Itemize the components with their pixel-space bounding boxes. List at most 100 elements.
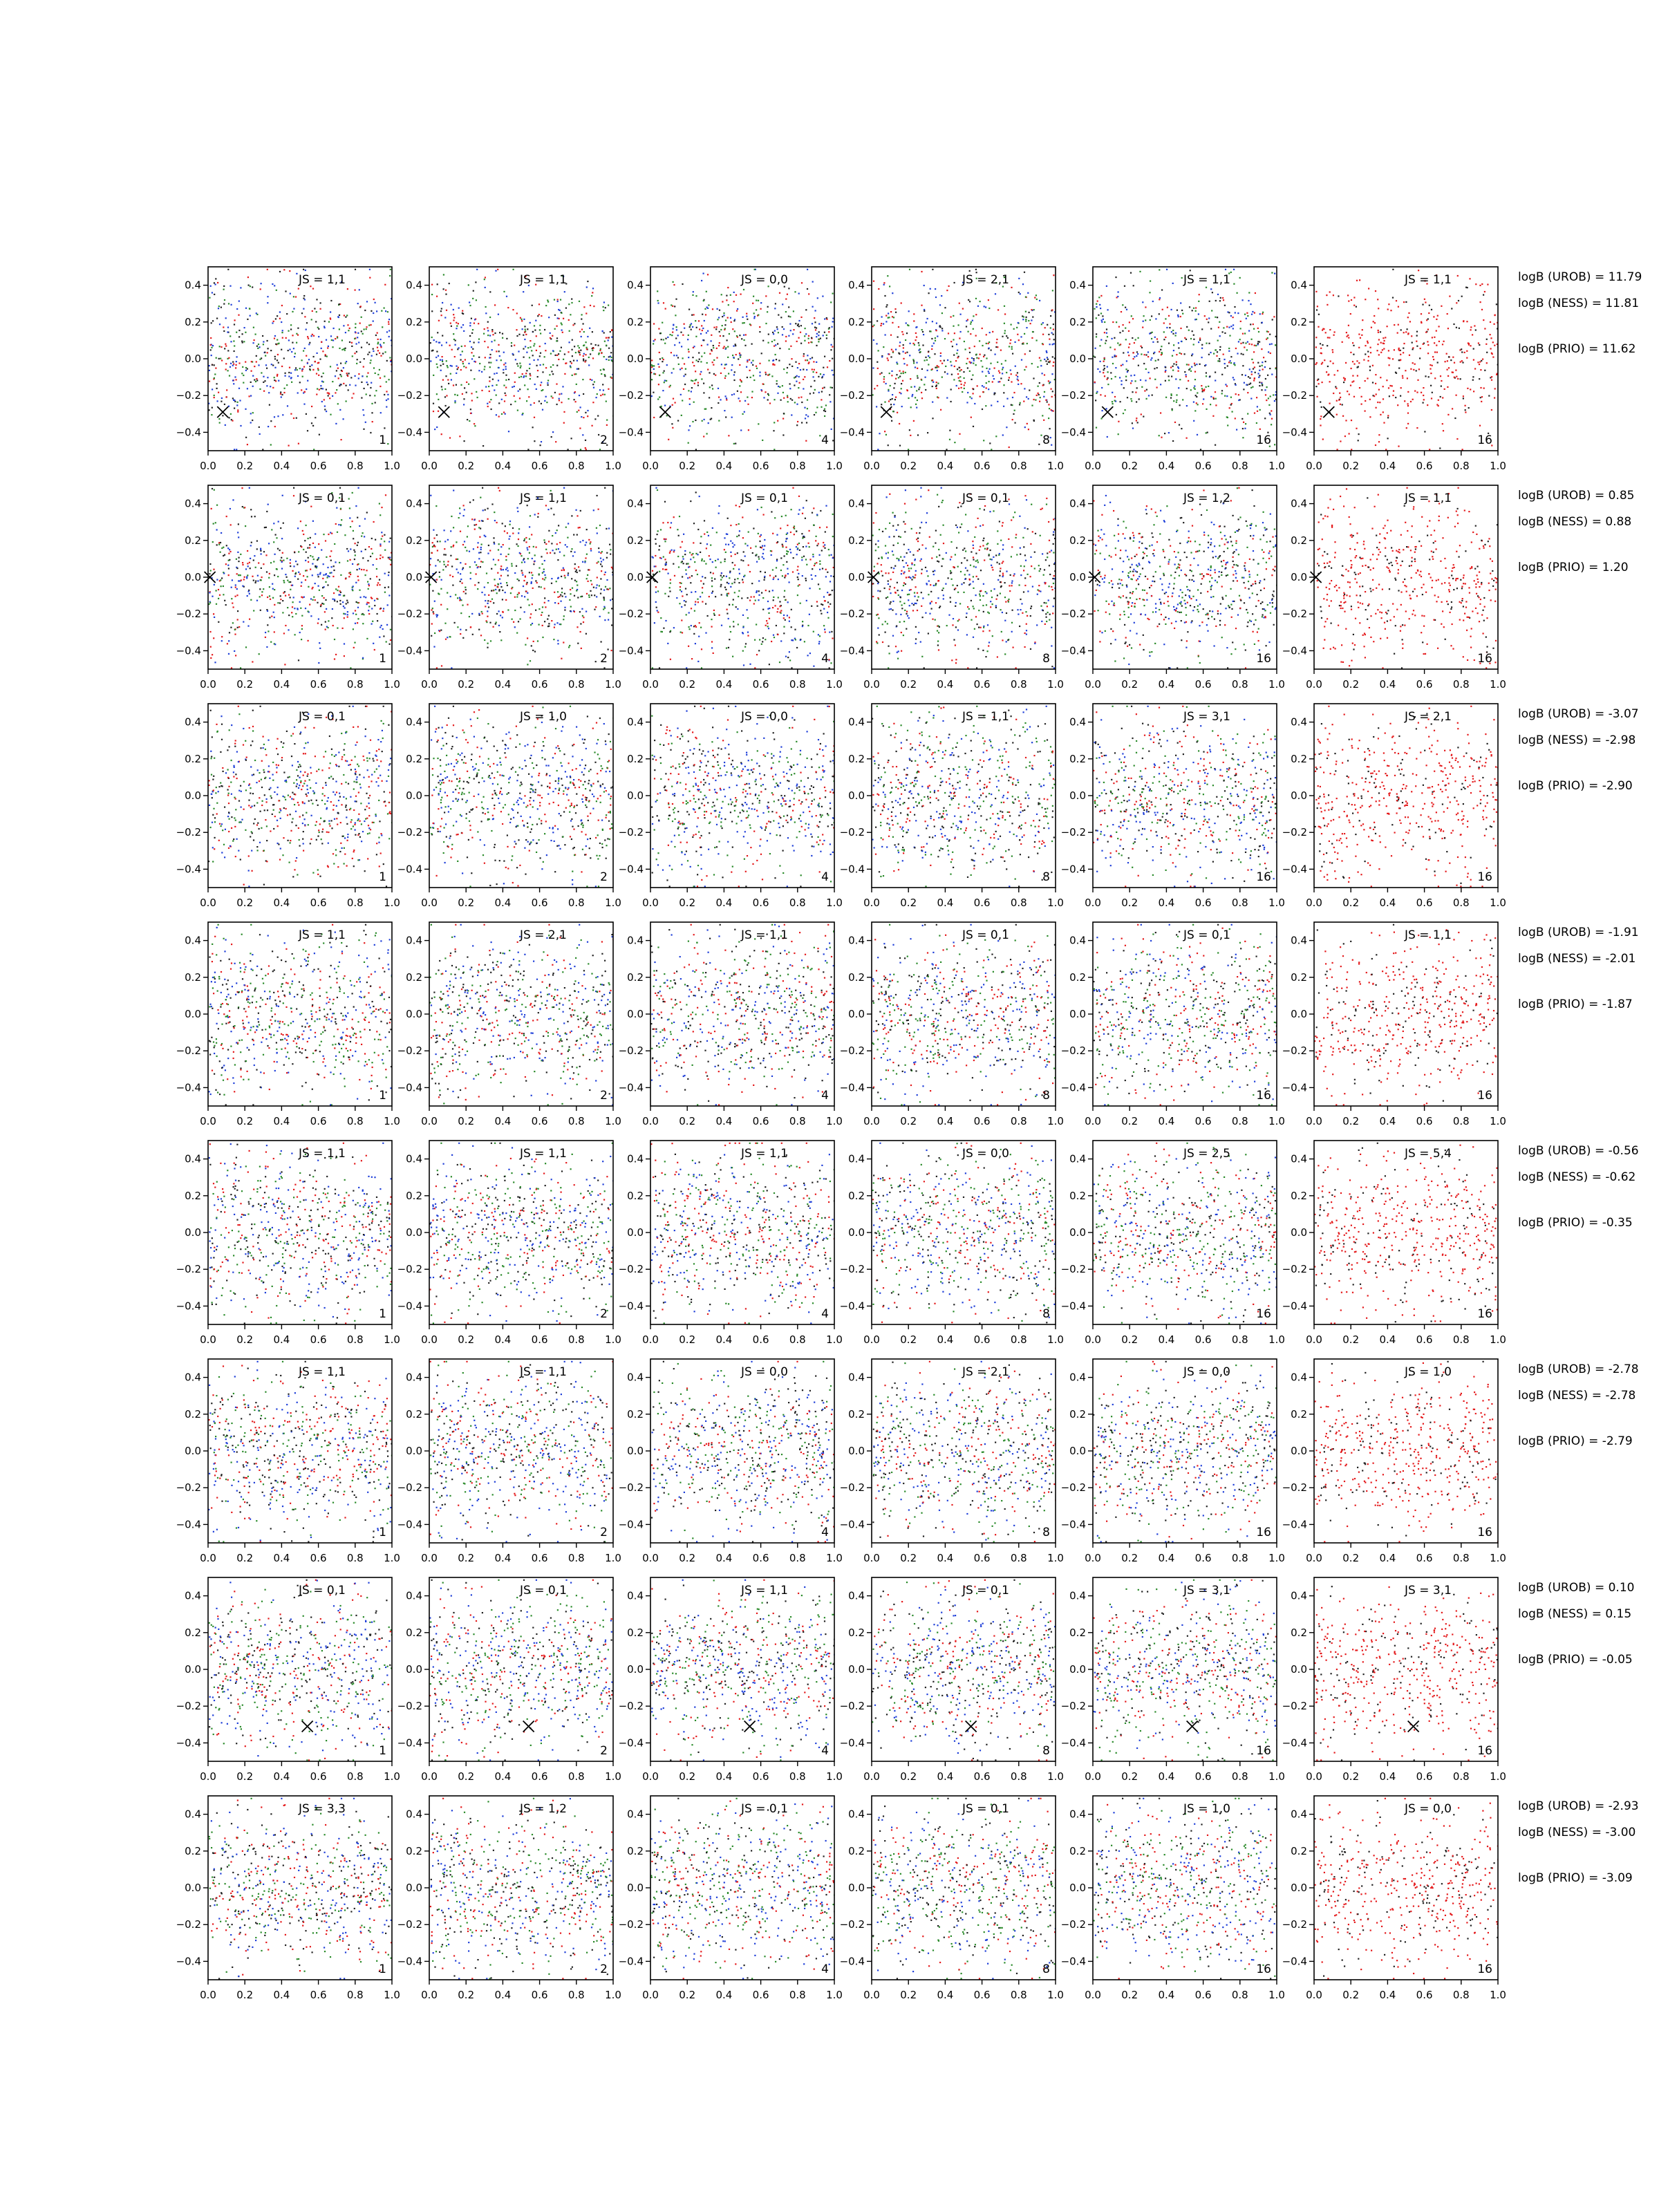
scatter-point bbox=[757, 299, 760, 301]
scatter-point bbox=[335, 370, 337, 372]
scatter-point bbox=[1117, 295, 1119, 298]
logb-ness-label: logB (NESS) = 11.81 bbox=[1518, 297, 1639, 310]
scatter-point bbox=[449, 595, 451, 598]
scatter-point bbox=[319, 308, 321, 310]
scatter-point bbox=[1377, 299, 1379, 301]
scatter-point bbox=[726, 299, 728, 301]
scatter-point bbox=[482, 509, 484, 512]
scatter-point bbox=[963, 377, 965, 379]
scatter-point bbox=[1328, 373, 1330, 375]
scatter-point bbox=[1230, 402, 1232, 405]
scatter-point bbox=[1205, 386, 1207, 388]
scatter-point bbox=[727, 356, 729, 358]
scatter-point bbox=[554, 532, 556, 534]
scatter-point bbox=[739, 364, 741, 366]
scatter-point bbox=[457, 323, 459, 325]
scatter-point bbox=[1105, 328, 1108, 330]
scatter-point bbox=[1238, 399, 1240, 402]
scatter-point bbox=[1403, 332, 1405, 334]
scatter-point bbox=[331, 492, 333, 494]
scatter-point bbox=[1002, 335, 1004, 337]
scatter-point bbox=[232, 499, 234, 501]
scatter-point bbox=[442, 363, 444, 365]
scatter-point bbox=[592, 288, 594, 290]
scatter-point bbox=[371, 537, 373, 540]
scatter-point bbox=[447, 608, 449, 610]
scatter-point bbox=[884, 431, 886, 433]
scatter-point bbox=[210, 657, 212, 659]
scatter-point bbox=[702, 327, 704, 330]
scatter-point bbox=[1241, 374, 1244, 376]
scatter-point bbox=[327, 584, 329, 586]
scatter-point bbox=[1107, 309, 1109, 311]
scatter-point bbox=[299, 382, 301, 384]
scatter-point bbox=[353, 538, 355, 540]
scatter-point bbox=[538, 355, 541, 357]
scatter-point bbox=[532, 640, 534, 642]
scatter-point bbox=[1387, 357, 1389, 359]
scatter-point bbox=[389, 556, 391, 559]
scatter-point bbox=[774, 422, 776, 424]
scatter-point bbox=[265, 526, 267, 528]
scatter-point bbox=[357, 516, 359, 518]
scatter-point bbox=[935, 288, 937, 290]
scatter-point bbox=[1194, 379, 1197, 381]
x-tick-label: 1.0 bbox=[1490, 460, 1506, 472]
scatter-point bbox=[496, 612, 498, 615]
scatter-point bbox=[1378, 339, 1380, 341]
scatter-point bbox=[357, 377, 359, 379]
scatter-point bbox=[1316, 306, 1318, 308]
scatter-point bbox=[653, 340, 655, 342]
scatter-point bbox=[336, 507, 338, 509]
scatter-point bbox=[341, 281, 343, 283]
scatter-point bbox=[1105, 332, 1107, 334]
scatter-point bbox=[988, 347, 990, 349]
scatter-point bbox=[339, 373, 341, 376]
scatter-point bbox=[556, 591, 559, 593]
scatter-point bbox=[265, 631, 267, 634]
scatter-point bbox=[950, 388, 952, 391]
scatter-point bbox=[724, 377, 726, 379]
scatter-point bbox=[979, 301, 981, 303]
scatter-point bbox=[562, 386, 564, 388]
scatter-point bbox=[265, 364, 268, 366]
scatter-point bbox=[526, 400, 528, 402]
x-tick-label: 0.6 bbox=[1195, 460, 1212, 472]
scatter-point bbox=[289, 559, 291, 561]
scatter-point bbox=[375, 538, 377, 541]
scatter-point bbox=[1170, 366, 1172, 368]
js-annotation: JS = 1,1 bbox=[1404, 273, 1452, 287]
scatter-point bbox=[221, 532, 223, 534]
scatter-point bbox=[1447, 413, 1450, 415]
scatter-point bbox=[740, 429, 742, 431]
scatter-point bbox=[1380, 413, 1382, 415]
scatter-point bbox=[955, 344, 958, 346]
scatter-point bbox=[807, 337, 809, 339]
scatter-point bbox=[946, 290, 948, 292]
scatter-point bbox=[247, 625, 250, 627]
x-tick-label: 1.0 bbox=[605, 460, 621, 472]
scatter-point bbox=[902, 333, 904, 335]
scatter-point bbox=[1198, 300, 1200, 302]
scatter-point bbox=[1394, 324, 1396, 326]
scatter-point bbox=[459, 435, 461, 438]
scatter-point bbox=[267, 377, 269, 379]
scatter-point bbox=[1221, 331, 1224, 333]
scatter-point bbox=[1018, 291, 1020, 294]
scatter-point bbox=[887, 444, 889, 447]
scatter-point bbox=[898, 352, 900, 354]
scatter-point bbox=[662, 339, 664, 341]
scatter-point bbox=[318, 362, 320, 364]
scatter-point bbox=[252, 286, 254, 288]
scatter-point bbox=[439, 541, 441, 543]
scatter-point bbox=[1262, 311, 1264, 313]
scatter-point bbox=[1454, 417, 1456, 420]
scatter-point bbox=[349, 517, 351, 519]
scatter-point bbox=[830, 401, 832, 403]
scatter-point bbox=[1414, 363, 1416, 365]
scatter-point bbox=[1377, 344, 1379, 346]
scatter-point bbox=[585, 359, 587, 362]
scatter-point bbox=[299, 601, 301, 603]
scatter-point bbox=[218, 391, 220, 393]
scatter-point bbox=[556, 300, 559, 303]
